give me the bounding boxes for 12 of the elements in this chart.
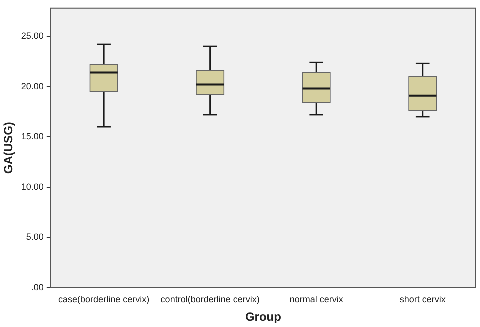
y-tick-label: 10.00	[21, 182, 44, 192]
y-axis-title: GA(USG)	[2, 122, 16, 174]
x-tick-label: short cervix	[400, 294, 446, 305]
y-tick-label: 15.00	[21, 132, 44, 142]
y-tick-label: 5.00	[26, 232, 44, 242]
x-tick-label: case(borderline cervix)	[58, 294, 150, 305]
x-axis-title: Group	[245, 310, 282, 324]
x-tick-label: control(borderline cervix)	[160, 294, 260, 305]
y-tick-label: 25.00	[21, 31, 44, 42]
y-tick-label: .00	[31, 282, 44, 292]
x-tick-label: normal cervix	[290, 294, 344, 305]
y-tick-label: 20.00	[21, 81, 44, 92]
